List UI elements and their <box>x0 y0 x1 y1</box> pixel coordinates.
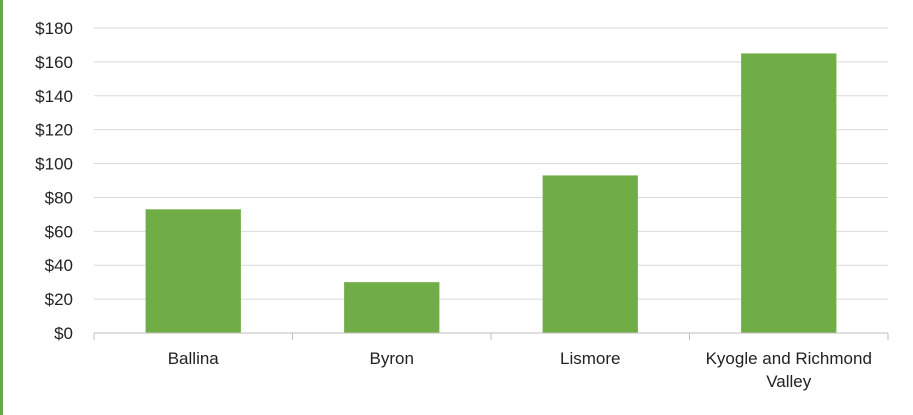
y-tick-label: $180 <box>35 19 73 38</box>
x-category-label: Ballina <box>168 349 220 368</box>
x-category-label: Byron <box>370 349 414 368</box>
x-category-label: Lismore <box>560 349 620 368</box>
y-axis-tick-labels: $0 $20 $40 $60 $80 $100 $120 $140 $160 $180 <box>35 19 73 343</box>
y-tick-label: $40 <box>45 256 73 275</box>
bar <box>542 175 638 333</box>
y-tick-label: $140 <box>35 87 73 106</box>
y-tick-label: $100 <box>35 155 73 174</box>
x-axis-category-labels: Ballina Byron Lismore Kyogle and Richmond Va… <box>168 349 872 391</box>
bar <box>145 209 241 333</box>
y-tick-label: $120 <box>35 121 73 140</box>
y-tick-label: $160 <box>35 53 73 72</box>
x-category-label: Kyogle and Richmond Valley <box>706 349 872 391</box>
y-tick-label: $60 <box>45 222 73 241</box>
bars <box>145 53 837 334</box>
y-tick-label: $0 <box>54 324 73 343</box>
x-axis <box>93 332 889 340</box>
y-tick-label: $20 <box>45 290 73 309</box>
bar <box>741 53 837 334</box>
bar <box>344 282 440 333</box>
y-tick-label: $80 <box>45 188 73 207</box>
bar-chart: $0 $20 $40 $60 $80 $100 $120 $140 $160 $180 Balli… <box>35 19 889 391</box>
